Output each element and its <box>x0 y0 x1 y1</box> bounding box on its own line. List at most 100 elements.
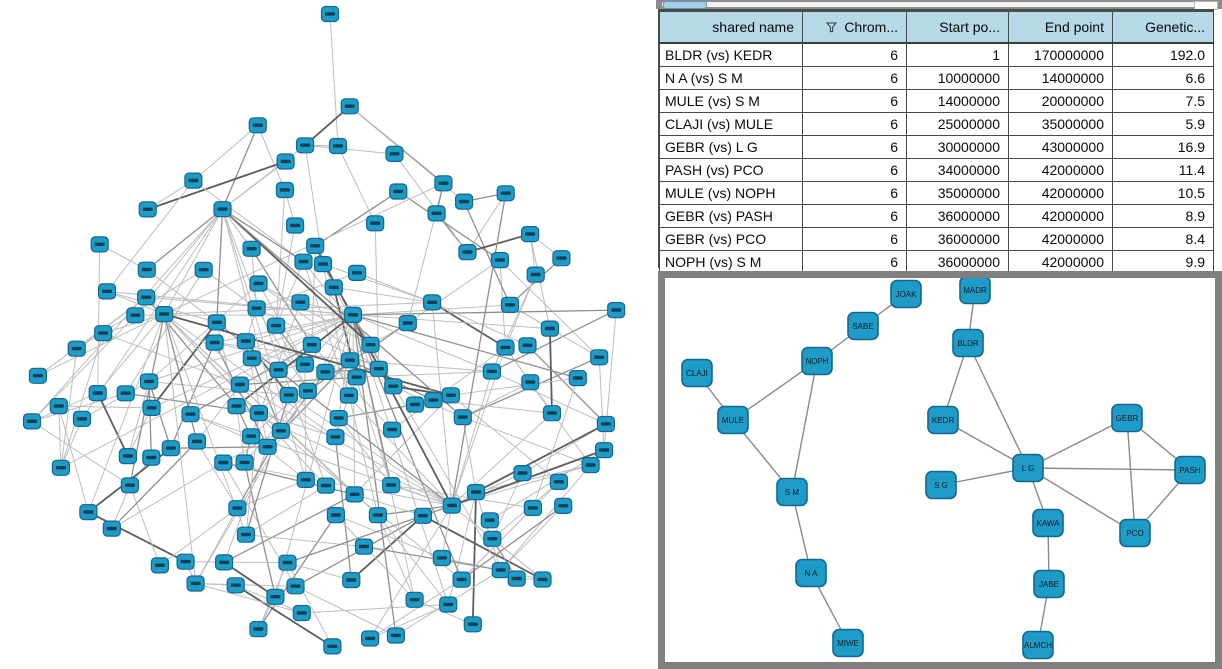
node-claji[interactable]: CLAJI <box>681 358 713 388</box>
network-node[interactable] <box>155 306 174 323</box>
network-node[interactable] <box>194 261 213 278</box>
node-almch[interactable]: ALMCH <box>1022 630 1054 660</box>
network-node[interactable] <box>286 217 305 234</box>
cell-value[interactable]: 10.5 <box>1112 181 1214 205</box>
cell-value[interactable]: 42000000 <box>1008 181 1113 205</box>
network-node[interactable] <box>439 596 458 613</box>
network-node[interactable] <box>150 557 169 574</box>
network-node[interactable] <box>552 250 571 267</box>
cell-value[interactable]: 20000000 <box>1008 89 1113 113</box>
column-header-genetic[interactable]: Genetic... <box>1112 10 1214 44</box>
network-node[interactable] <box>227 398 246 415</box>
cell-value[interactable]: 1 <box>906 42 1009 67</box>
cell-value[interactable]: 10000000 <box>906 66 1009 90</box>
network-node[interactable] <box>483 530 502 547</box>
network-node[interactable] <box>520 226 540 243</box>
cell-value[interactable]: 8.9 <box>1112 204 1214 228</box>
node-l-g[interactable]: L G <box>1012 453 1044 483</box>
network-node[interactable] <box>176 553 195 570</box>
network-node[interactable] <box>340 98 359 115</box>
network-node[interactable] <box>361 630 380 647</box>
cell-value[interactable]: 16.9 <box>1112 135 1214 159</box>
cell-value[interactable]: 8.4 <box>1112 227 1214 251</box>
network-node[interactable] <box>142 399 161 416</box>
column-header-shared-name[interactable]: shared name <box>659 10 803 44</box>
cell-value[interactable]: 6 <box>802 66 907 90</box>
network-node[interactable] <box>466 484 486 501</box>
network-node[interactable] <box>72 410 92 427</box>
cell-shared-name[interactable]: GEBR (vs) L G <box>659 135 803 159</box>
node-bldr[interactable]: BLDR <box>952 328 984 358</box>
network-node[interactable] <box>340 352 359 369</box>
network-node[interactable] <box>345 486 364 503</box>
network-node[interactable] <box>271 422 290 439</box>
network-node[interactable] <box>276 153 295 170</box>
network-node[interactable] <box>453 409 472 426</box>
network-node[interactable] <box>22 413 42 430</box>
network-node[interactable] <box>94 325 113 342</box>
network-node[interactable] <box>455 193 474 210</box>
network-node[interactable] <box>138 201 157 218</box>
network-node[interactable] <box>405 591 424 608</box>
cell-value[interactable]: 14000000 <box>1008 66 1113 90</box>
network-edge-l-g-gebr[interactable] <box>1027 417 1128 469</box>
network-node[interactable] <box>278 554 297 571</box>
network-node[interactable] <box>267 317 286 334</box>
network-node[interactable] <box>49 398 68 415</box>
network-node[interactable] <box>383 421 402 438</box>
network-node[interactable] <box>432 549 451 567</box>
cell-shared-name[interactable]: GEBR (vs) PASH <box>659 204 803 228</box>
node-joak[interactable]: JOAK <box>890 279 922 309</box>
network-node[interactable] <box>118 448 138 465</box>
cell-value[interactable]: 36000000 <box>906 250 1009 274</box>
network-node[interactable] <box>258 438 277 455</box>
cell-shared-name[interactable]: NOPH (vs) S M <box>659 250 803 274</box>
cell-value[interactable]: 43000000 <box>1008 135 1113 159</box>
horizontal-scrollbar[interactable] <box>662 1 1198 9</box>
network-node[interactable] <box>521 374 540 391</box>
network-node[interactable] <box>385 145 404 162</box>
cell-value[interactable]: 6 <box>802 181 907 205</box>
network-node[interactable] <box>549 473 569 490</box>
node-sabe[interactable]: SABE <box>847 311 879 341</box>
network-node[interactable] <box>458 244 477 261</box>
network-node[interactable] <box>186 575 205 592</box>
cell-value[interactable]: 6 <box>802 135 907 159</box>
network-node[interactable] <box>213 201 232 218</box>
network-node[interactable] <box>366 215 385 232</box>
cell-value[interactable]: 170000000 <box>1008 42 1113 67</box>
cell-value[interactable]: 34000000 <box>906 158 1009 182</box>
cell-value[interactable]: 36000000 <box>906 204 1009 228</box>
network-node[interactable] <box>116 385 135 402</box>
network-node[interactable] <box>242 428 261 445</box>
cell-value[interactable]: 36000000 <box>906 227 1009 251</box>
network-node[interactable] <box>242 350 261 367</box>
network-node[interactable] <box>368 507 387 524</box>
network-node[interactable] <box>320 5 340 23</box>
cell-value[interactable]: 6.6 <box>1112 66 1214 90</box>
network-node[interactable] <box>347 369 366 386</box>
cell-value[interactable]: 42000000 <box>1008 250 1113 274</box>
network-node[interactable] <box>181 406 200 423</box>
network-node[interactable] <box>184 172 203 189</box>
cell-value[interactable]: 6 <box>802 250 907 274</box>
network-node[interactable] <box>326 428 345 446</box>
network-node[interactable] <box>463 616 482 633</box>
cell-value[interactable]: 42000000 <box>1008 158 1113 182</box>
network-node[interactable] <box>247 300 266 317</box>
network-node[interactable] <box>441 387 460 404</box>
network-node[interactable] <box>328 137 348 155</box>
cell-value[interactable]: 6 <box>802 227 907 251</box>
network-node[interactable] <box>384 378 403 395</box>
network-node[interactable] <box>249 620 268 638</box>
network-node[interactable] <box>88 385 107 402</box>
network-node[interactable] <box>205 334 224 351</box>
network-node[interactable] <box>382 477 401 494</box>
cell-shared-name[interactable]: PASH (vs) PCO <box>659 158 803 182</box>
scrollbar-thumb[interactable] <box>663 1 707 9</box>
network-node[interactable] <box>291 294 310 311</box>
network-node[interactable] <box>596 415 616 433</box>
network-node[interactable] <box>120 477 140 494</box>
node-gebr[interactable]: GEBR <box>1111 403 1143 433</box>
network-node[interactable] <box>405 396 425 413</box>
